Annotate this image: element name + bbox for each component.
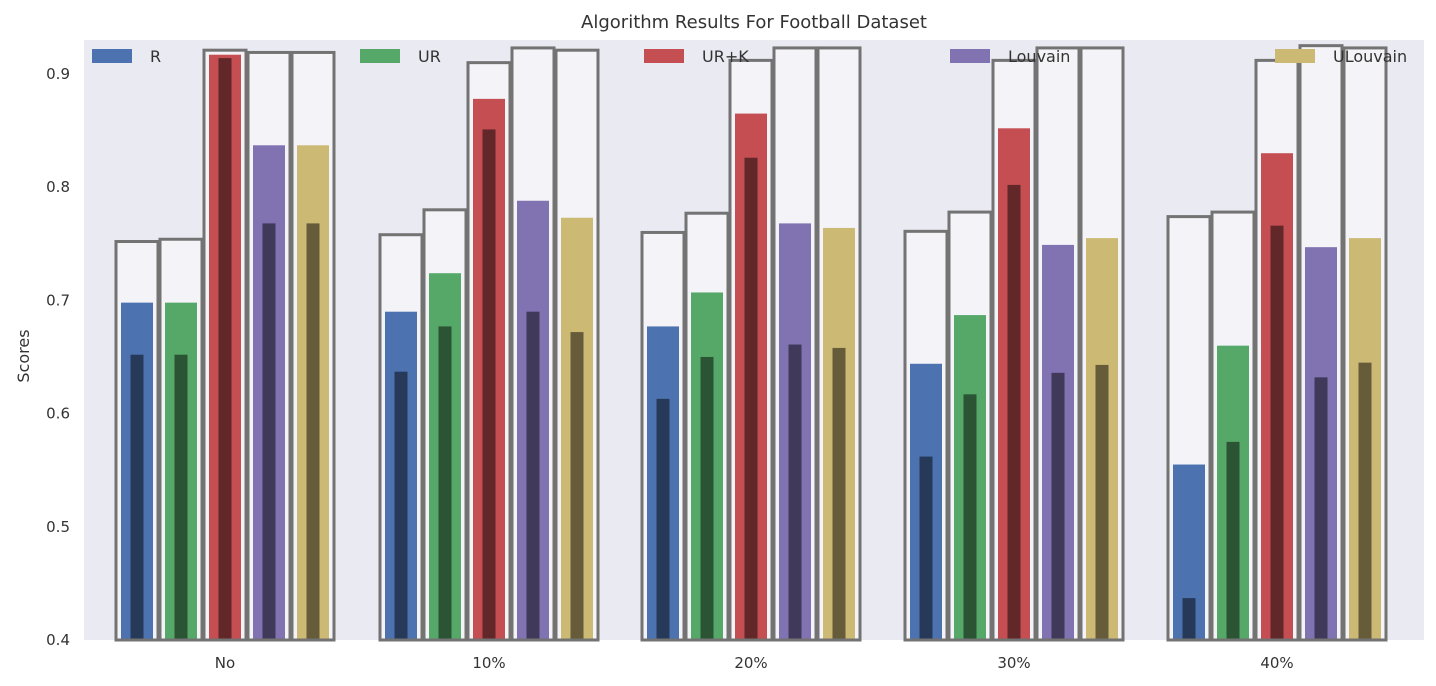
x-tick-label: No (215, 654, 235, 672)
inner-bar (919, 456, 933, 640)
y-tick-label: 0.9 (46, 65, 70, 83)
inner-bar (130, 354, 144, 640)
inner-bar (306, 223, 320, 640)
legend-swatch (92, 49, 132, 63)
x-tick-label: 20% (734, 654, 767, 672)
y-tick-label: 0.8 (46, 178, 70, 196)
outline-bar (772, 46, 818, 642)
outline-bar (554, 48, 600, 642)
outline-bar (422, 208, 468, 642)
inner-bar (1270, 225, 1284, 640)
legend-swatch (950, 49, 990, 63)
inner-bar (744, 157, 758, 641)
x-tick-label: 40% (1260, 654, 1293, 672)
outline-bar (202, 48, 248, 642)
legend-swatch (360, 49, 400, 63)
inner-bar (1314, 377, 1328, 640)
inner-bar (832, 347, 846, 640)
x-axis: No 10% 20% 30% 40% (215, 654, 1294, 672)
inner-bar (1095, 364, 1109, 640)
inner-bar (1358, 362, 1372, 640)
outline-bar (1035, 46, 1081, 642)
legend-label: ULouvain (1333, 47, 1407, 66)
y-tick-label: 0.7 (46, 291, 70, 309)
outline-bar (728, 58, 774, 642)
inner-bar (526, 311, 540, 640)
outline-bar (114, 240, 160, 642)
outline-bar (1298, 44, 1344, 642)
outline-bar (1342, 46, 1388, 642)
outline-bar (947, 210, 993, 642)
inner-bar (700, 356, 714, 640)
inner-bar (218, 58, 232, 640)
bars-layer (114, 44, 1388, 642)
outline-bar (1166, 215, 1212, 642)
inner-bar (1007, 184, 1021, 641)
y-axis-title: Scores (14, 329, 33, 382)
legend-label: R (150, 47, 161, 66)
legend: R UR UR+K Louvain ULouvain (92, 47, 1407, 66)
outline-bar (158, 237, 204, 642)
inner-bar (1226, 441, 1240, 640)
inner-bar (656, 398, 670, 640)
inner-bar (394, 371, 408, 640)
inner-bar (570, 332, 584, 640)
inner-bar (1051, 372, 1065, 640)
outline-bar (510, 46, 556, 642)
y-tick-label: 0.5 (46, 518, 70, 536)
outline-bar (466, 61, 512, 642)
legend-swatch (1275, 49, 1315, 63)
outline-bar (816, 46, 862, 642)
legend-label: UR (418, 47, 441, 66)
inner-bar (788, 344, 802, 640)
outline-bar (378, 233, 424, 642)
y-tick-label: 0.6 (46, 405, 70, 423)
outline-bar (1079, 46, 1125, 642)
inner-bar (262, 223, 276, 640)
y-tick-label: 0.4 (46, 631, 70, 649)
inner-bar (963, 394, 977, 640)
outline-bar (1210, 210, 1256, 642)
outline-bar (684, 211, 730, 642)
inner-bar (438, 326, 452, 640)
inner-bar (174, 354, 188, 640)
outline-bar (640, 230, 686, 642)
outline-bar (903, 229, 949, 642)
inner-bar (482, 129, 496, 640)
x-tick-label: 30% (997, 654, 1030, 672)
y-axis: 0.4 0.5 0.6 0.7 0.8 0.9 (46, 65, 70, 649)
outline-bar (246, 50, 292, 642)
x-tick-label: 10% (472, 654, 505, 672)
legend-swatch (644, 49, 684, 63)
legend-label: UR+K (702, 47, 749, 66)
outline-bar (991, 58, 1037, 642)
chart-title: Algorithm Results For Football Dataset (581, 12, 927, 33)
legend-label: Louvain (1008, 47, 1070, 66)
inner-bar (1182, 598, 1196, 640)
outline-bar (290, 50, 336, 642)
